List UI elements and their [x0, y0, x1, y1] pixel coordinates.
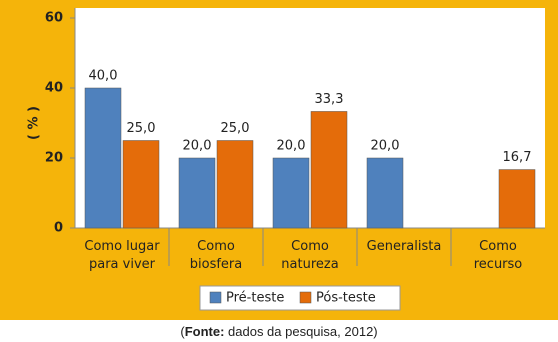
y-tick-label: 0: [54, 221, 63, 236]
x-tick-label-line: Como: [291, 239, 329, 254]
bar: [178, 157, 216, 229]
bar: [216, 140, 254, 229]
y-tick-label: 20: [45, 151, 63, 166]
x-tick-label-line: Como: [479, 239, 517, 254]
value-label: 20,0: [371, 139, 400, 154]
bar: [498, 169, 536, 229]
x-tick-label: Como lugar para viver: [84, 239, 160, 272]
x-tick-label-line: Generalista: [367, 239, 442, 254]
caption-source: Fonte:: [185, 324, 225, 339]
x-tick-label: Como biosfera: [190, 239, 242, 272]
y-tick-label: 60: [45, 11, 63, 26]
x-tick-label-line: recurso: [474, 257, 523, 272]
bar: [310, 111, 348, 229]
caption-open: (: [180, 324, 185, 339]
bar: [84, 87, 122, 229]
bar: [366, 157, 404, 229]
value-label: 33,3: [315, 92, 344, 107]
legend-label: Pré-teste: [226, 291, 284, 306]
x-tick-label-line: biosfera: [190, 257, 242, 272]
value-label: 25,0: [221, 121, 250, 136]
x-tick-label-line: Como lugar: [84, 239, 160, 254]
x-tick-label-line: para viver: [89, 257, 156, 272]
y-tick-label: 40: [45, 81, 63, 96]
y-axis-label: ( % ): [27, 106, 42, 140]
caption-text: dados da pesquisa, 2012): [224, 324, 377, 339]
value-label: 16,7: [503, 150, 532, 165]
x-tick-label: Como recurso: [474, 239, 523, 272]
legend-swatch: [299, 291, 312, 304]
legend-swatch: [209, 291, 222, 304]
x-tick-label: Generalista: [367, 239, 442, 254]
x-tick-label-line: Como: [197, 239, 235, 254]
value-label: 20,0: [183, 139, 212, 154]
bar: [122, 140, 160, 229]
x-tick-label: Como natureza: [281, 239, 338, 272]
x-tick-label-line: natureza: [281, 257, 338, 272]
value-label: 40,0: [89, 69, 118, 84]
caption: (Fonte: dados da pesquisa, 2012): [180, 324, 377, 339]
value-label: 20,0: [277, 139, 306, 154]
legend-label: Pós-teste: [316, 291, 376, 306]
bar: [272, 157, 310, 229]
value-label: 25,0: [127, 121, 156, 136]
